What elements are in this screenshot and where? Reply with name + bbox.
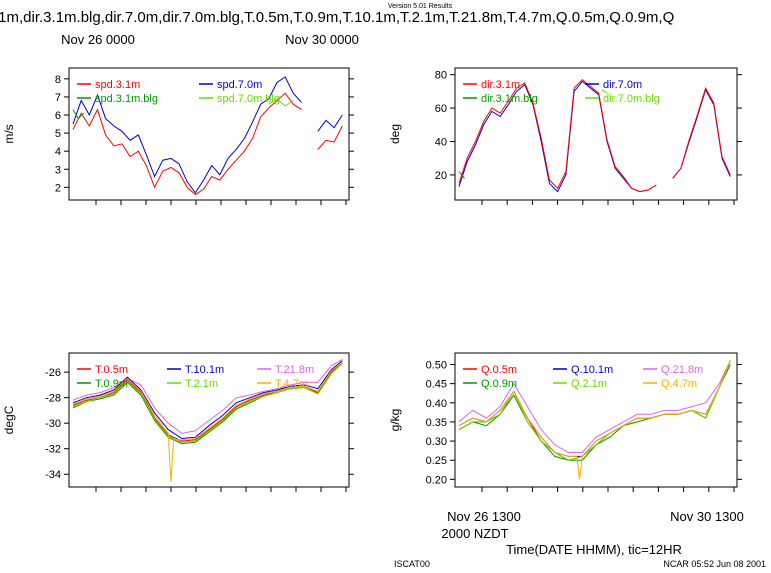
legend-label: T.0.5m [95, 364, 128, 376]
y-tick-label: 0.35 [426, 417, 447, 429]
series-line-dir.3.1m.blg [458, 171, 465, 179]
legend-label: T.21.8m [275, 364, 314, 376]
plot-frame [454, 352, 738, 488]
top-date-left: Nov 26 0000 [61, 32, 135, 47]
legend-label: Q.0.9m [481, 378, 517, 390]
series-line-dir.7.0m.blg [601, 89, 608, 94]
legend-label: Q.10.1m [571, 364, 613, 376]
legend-label: spd.3.1m [95, 79, 140, 91]
y-axis-label: degC [2, 405, 16, 434]
y-axis-label: deg [388, 124, 402, 144]
legend-label: dir.3.1m.blg [481, 93, 538, 105]
y-tick-label: 3 [55, 164, 61, 176]
timestamp-label: NCAR 05:52 Jun 08 2001 [663, 559, 766, 569]
y-tick-label: 80 [435, 70, 447, 82]
series-line-spd.7.0m [72, 76, 343, 194]
y-tick-label: -26 [45, 367, 61, 379]
y-tick-label: 4 [55, 146, 61, 158]
series-line-spd.3.1m.blg [72, 109, 85, 120]
series-line-dir.3.1m [458, 79, 731, 193]
version-label: Version 5.01 Results [388, 3, 453, 10]
y-tick-label: -30 [45, 418, 61, 430]
legend-label: spd.3.1m.blg [95, 93, 158, 105]
y-tick-label: 0.45 [426, 379, 447, 391]
figure-title: .1m,dir.3.1m.blg,dir.7.0m,dir.7.0m.blg,T… [0, 9, 674, 26]
legend-label: T.0.9m [95, 378, 128, 390]
series-line-T.4.7m [72, 361, 343, 482]
y-tick-label: 6 [55, 110, 61, 122]
series-line-spd.7.0m.blg [268, 98, 294, 107]
y-tick-label: 0.20 [426, 474, 447, 486]
series-line-Q.21.8m [458, 360, 731, 453]
timezone-label: 2000 NZDT [441, 526, 508, 541]
legend-label: T.4.7m [275, 378, 308, 390]
legend-label: spd.7.0m.blg [217, 93, 280, 105]
bottom-date-left: Nov 26 1300 [447, 509, 521, 524]
y-tick-label: 7 [55, 92, 61, 104]
legend-label: T.10.1m [185, 364, 224, 376]
legend-label: dir.3.1m [481, 79, 520, 91]
legend-label: Q.4.7m [661, 378, 697, 390]
y-tick-label: 0.25 [426, 455, 447, 467]
legend-label: Q.0.5m [481, 364, 517, 376]
plot-frame [68, 67, 350, 201]
legend-label: T.2.1m [185, 378, 218, 390]
y-tick-label: 60 [435, 103, 447, 115]
panel-direction: 20 40 60 80 deg dir.3.1m dir.7.0m dir.3.1m.blg d… [388, 67, 742, 205]
legend-label: dir.7.0m.blg [603, 93, 660, 105]
y-tick-label: 5 [55, 128, 61, 140]
bottom-date-right: Nov 30 1300 [670, 509, 744, 524]
panel-temperature: -34 -32 -30 -28 -26 degC T.0.5m T.10.1m T.21.8m T… [2, 352, 354, 492]
plot-frame [454, 67, 738, 201]
y-tick-label: -32 [45, 444, 61, 456]
y-tick-label: -28 [45, 393, 61, 405]
y-tick-label: 8 [55, 74, 61, 86]
legend-label: Q.2.1m [571, 378, 607, 390]
legend-label: spd.7.0m [217, 79, 262, 91]
y-tick-label: 0.50 [426, 359, 447, 371]
panel-speed: 2 3 4 5 6 7 8 m/s spd.3.1m spd.7.0m spd.3.1m.blg sp… [2, 67, 354, 205]
xaxis-label: Time(DATE HHMM), tic=12HR [506, 542, 682, 557]
y-tick-label: -34 [45, 469, 61, 481]
series-line-T.10.1m [72, 360, 343, 440]
panel-humidity: 0.20 0.25 0.30 0.35 0.40 0.45 0.50 g/kg Q.0.5m Q.… [388, 352, 742, 492]
y-tick-label: 0.40 [426, 398, 447, 410]
y-axis-label: m/s [2, 124, 16, 143]
y-tick-label: 2 [55, 182, 61, 194]
y-tick-label: 0.30 [426, 436, 447, 448]
y-tick-label: 40 [435, 137, 447, 149]
top-date-right: Nov 30 0000 [285, 32, 359, 47]
y-axis-label: g/kg [388, 409, 402, 432]
station-label: ISCAT00 [394, 559, 430, 569]
legend-label: Q.21.8m [661, 364, 703, 376]
series-line-T.2.1m [72, 362, 343, 443]
legend-label: dir.7.0m [603, 79, 642, 91]
y-tick-label: 20 [435, 170, 447, 182]
series-line-Q.4.7m [458, 360, 731, 480]
plot-frame [68, 352, 350, 488]
series-line-spd.3.1m [72, 92, 343, 196]
series-line-T.21.8m [72, 358, 343, 434]
